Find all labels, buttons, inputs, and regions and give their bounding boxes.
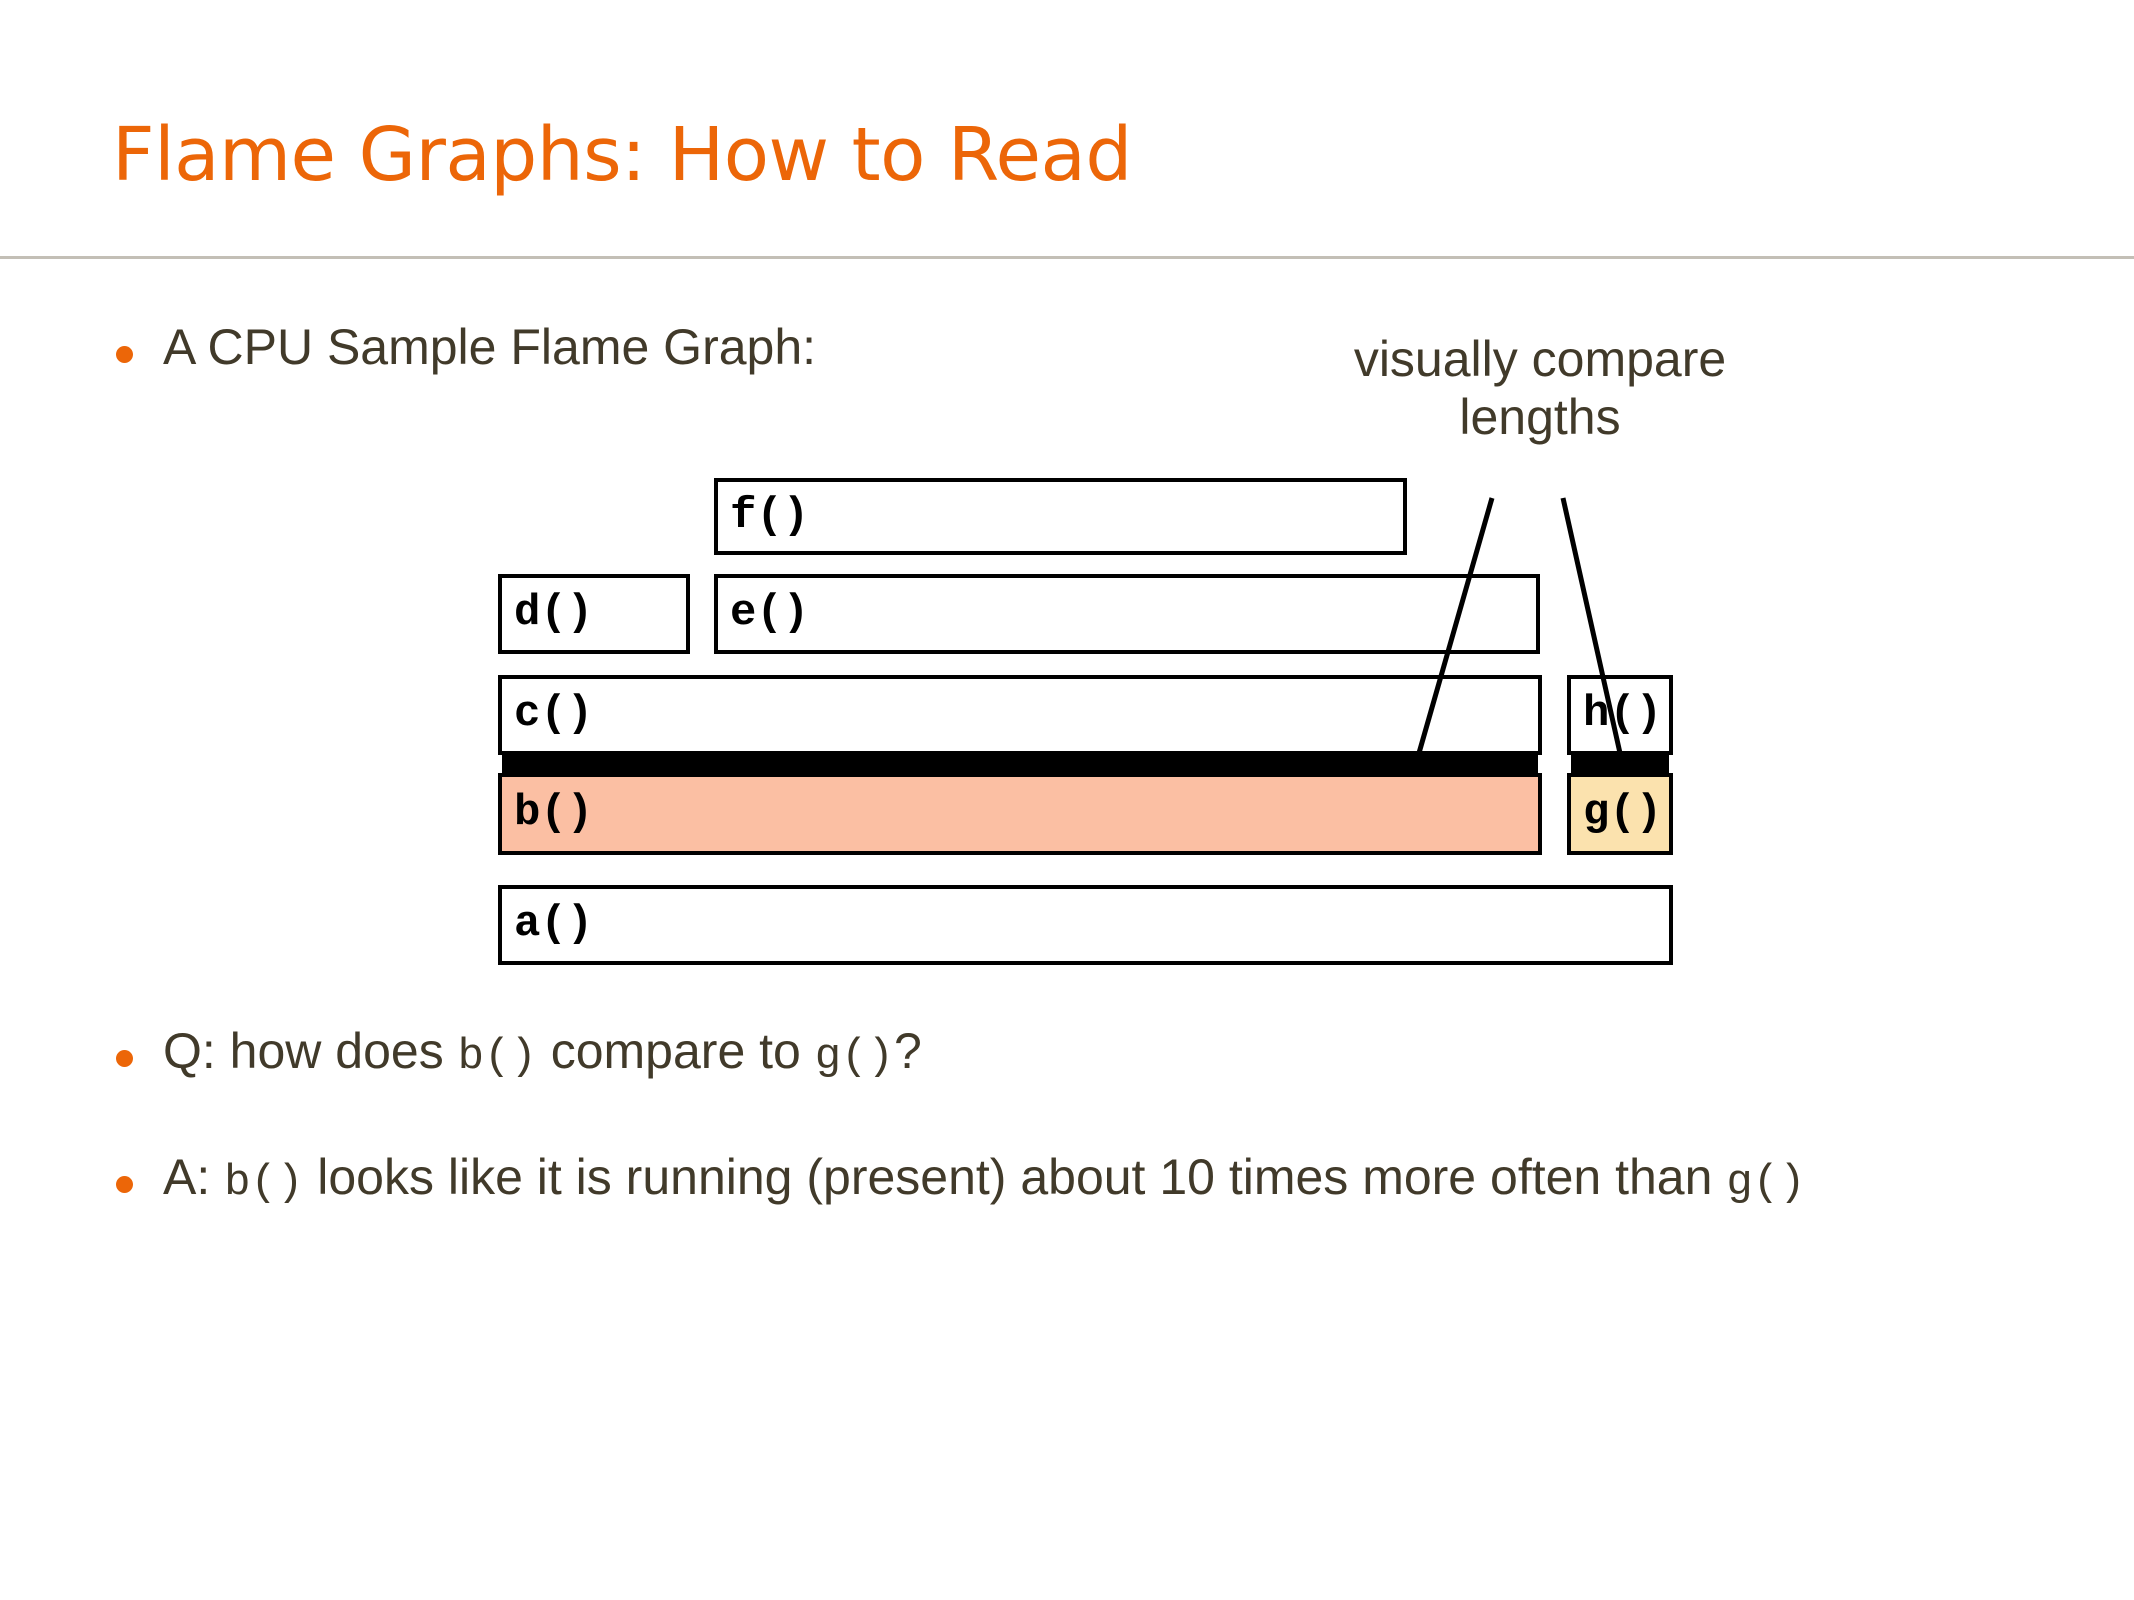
header-divider xyxy=(0,256,2134,259)
bullet-item-intro: A CPU Sample Flame Graph: xyxy=(116,318,816,377)
bullet-item-answer: A: b() looks like it is running (present… xyxy=(116,1148,2016,1210)
flame-frame-b[interactable]: b() xyxy=(498,773,1542,855)
bullet-question-label: Q: how does b() compare to g()? xyxy=(163,1022,922,1084)
flame-separator-h-g xyxy=(1571,753,1669,775)
annotation-visually-compare-lengths: visually compare lengths xyxy=(1240,330,1840,446)
annotation-line-1: visually compare xyxy=(1353,331,1727,387)
flame-frame-c[interactable]: c() xyxy=(498,675,1542,755)
flame-frame-g-label: g() xyxy=(1583,788,1663,838)
annotation-line-2: lengths xyxy=(1459,389,1621,445)
flame-frame-h-label: h() xyxy=(1583,689,1663,739)
answer-prefix: A: xyxy=(163,1149,225,1205)
page-title: Flame Graphs: How to Read xyxy=(112,112,1132,198)
flame-separator-c-b xyxy=(502,753,1538,775)
flame-frame-a-label: a() xyxy=(514,899,594,949)
question-middle: compare to xyxy=(536,1023,815,1079)
answer-code-g: g() xyxy=(1726,1158,1806,1208)
bullet-dot-icon xyxy=(116,1050,133,1067)
bullet-dot-icon xyxy=(116,1176,133,1193)
flame-frame-d-label: d() xyxy=(514,588,594,638)
question-prefix: Q: how does xyxy=(163,1023,458,1079)
slide-header: Flame Graphs: How to Read xyxy=(0,0,2134,256)
bullet-answer-label: A: b() looks like it is running (present… xyxy=(163,1148,1806,1210)
flame-frame-e[interactable]: e() xyxy=(714,574,1540,654)
flame-frame-e-label: e() xyxy=(730,588,810,638)
bullet-intro-label: A CPU Sample Flame Graph: xyxy=(163,319,817,375)
bullet-item-question: Q: how does b() compare to g()? xyxy=(116,1022,922,1084)
flame-frame-d[interactable]: d() xyxy=(498,574,690,654)
flame-frame-b-label: b() xyxy=(514,788,594,838)
question-code-b: b() xyxy=(457,1032,537,1082)
question-suffix: ? xyxy=(893,1023,922,1079)
answer-middle: looks like it is running (present) about… xyxy=(303,1149,1727,1205)
bullet-dot-icon xyxy=(116,346,133,363)
flame-frame-f-label: f() xyxy=(730,490,810,541)
question-code-g: g() xyxy=(814,1032,894,1082)
flame-frame-a[interactable]: a() xyxy=(498,885,1673,965)
flame-frame-f[interactable]: f() xyxy=(714,478,1407,555)
answer-code-b: b() xyxy=(224,1158,304,1208)
flame-frame-c-label: c() xyxy=(514,689,594,739)
flame-frame-g[interactable]: g() xyxy=(1567,773,1673,855)
flame-frame-h[interactable]: h() xyxy=(1567,675,1673,755)
